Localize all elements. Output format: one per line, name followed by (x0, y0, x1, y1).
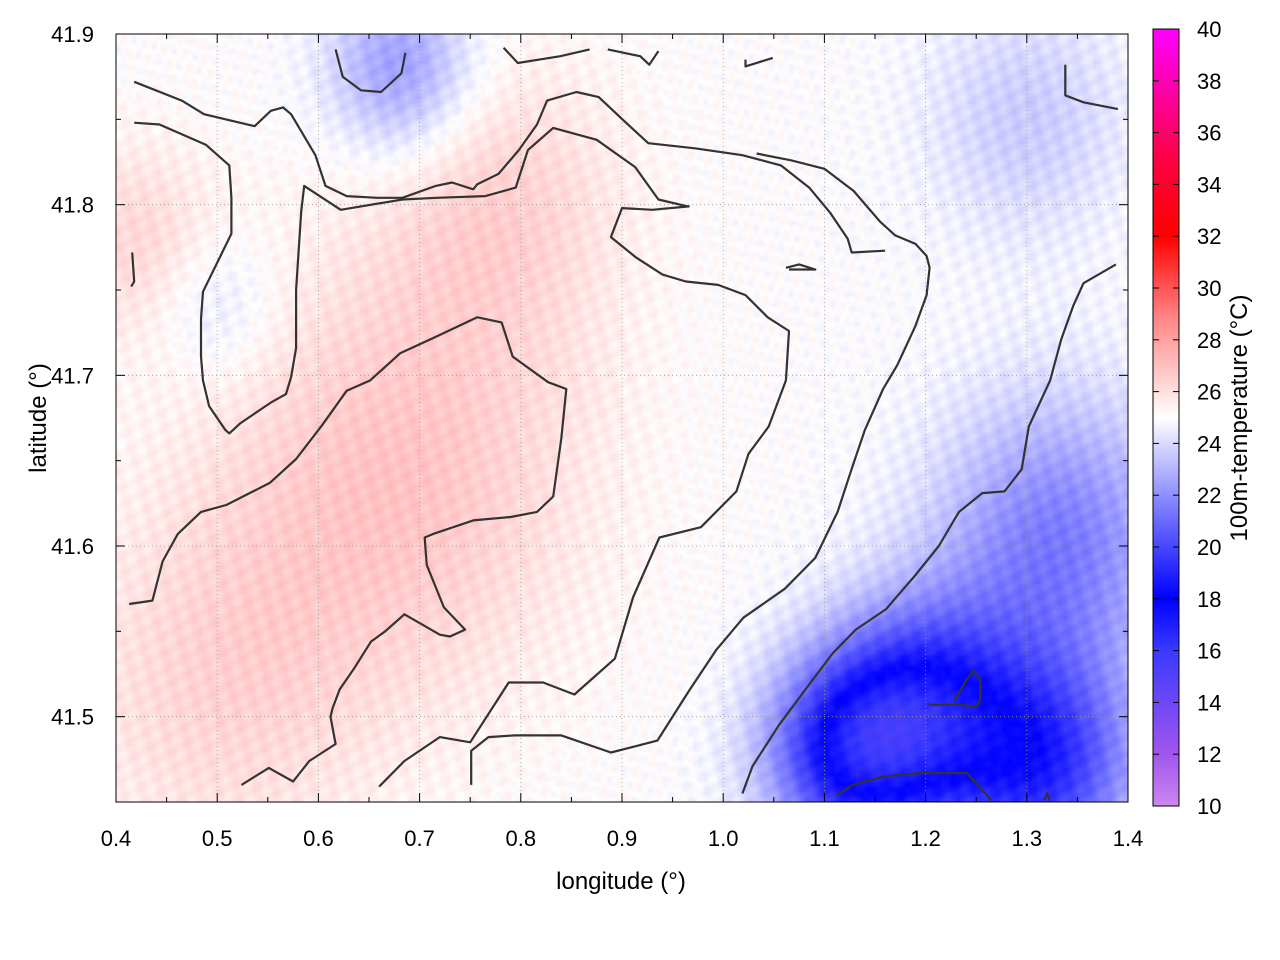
colorbar-tick-label: 38 (1197, 69, 1221, 94)
colorbar-tick-label: 40 (1197, 17, 1221, 42)
contour-line (133, 80, 886, 254)
colorbar-tick-label: 16 (1197, 639, 1221, 664)
colorbar-tick-label: 10 (1197, 794, 1221, 819)
y-tick-label: 41.9 (51, 22, 94, 47)
x-tick-label: 0.9 (607, 826, 638, 851)
colorbar: 10 12 14 16 18 20 22 24 26 28 30 32 34 36 38 40 100m-te… (1152, 17, 1253, 819)
contour-line (928, 669, 982, 708)
contour-line (129, 316, 568, 786)
y-tick-label: 41.5 (51, 705, 94, 730)
x-tick-label: 0.4 (101, 826, 132, 851)
grid-lines (116, 34, 1128, 802)
x-tick-label: 1.1 (809, 826, 840, 851)
contour-line (1064, 64, 1119, 111)
colorbar-ticks: 10 12 14 16 18 20 22 24 26 28 30 32 34 36 38 40 (1153, 17, 1221, 819)
x-tick-label: 1.4 (1113, 826, 1144, 851)
contour-line (134, 121, 791, 788)
colorbar-tick-label: 24 (1197, 431, 1221, 456)
colorbar-tick-label: 12 (1197, 742, 1221, 767)
colorbar-tick-label: 14 (1197, 690, 1221, 715)
y-tick-label: 41.8 (51, 193, 94, 218)
colorbar-frame (1152, 28, 1180, 807)
contour-lines (129, 46, 1119, 802)
y-tick-label: 41.6 (51, 534, 94, 559)
colorbar-tick-label: 20 (1197, 535, 1221, 560)
x-tick-label: 1.2 (910, 826, 941, 851)
contour-line (130, 252, 136, 288)
colorbar-tick-label: 34 (1197, 172, 1221, 197)
colorbar-tick-label: 28 (1197, 328, 1221, 353)
contour-line (1042, 792, 1052, 801)
colorbar-label: 100m-temperature (°C) (1226, 294, 1253, 541)
x-axis-label: longitude (°) (556, 868, 686, 895)
colorbar-tick-label: 22 (1197, 483, 1221, 508)
contour-line (607, 48, 660, 66)
x-tick-label: 1.0 (708, 826, 739, 851)
x-tick-label: 1.3 (1012, 826, 1043, 851)
heatmap-area (116, 34, 1128, 802)
contour-line (334, 49, 407, 94)
y-axis-label: latitude (°) (25, 363, 52, 473)
x-axis-ticks: 0.4 0.5 0.6 0.7 0.8 0.9 1.0 1.1 1.2 1.3 1.4 (101, 34, 1144, 851)
colorbar-tick-label: 36 (1197, 121, 1221, 146)
x-tick-label: 0.8 (506, 826, 537, 851)
colorbar-gradient (1153, 29, 1179, 806)
contour-line (741, 263, 1117, 794)
x-tick-label: 0.6 (303, 826, 334, 851)
contour-line (785, 263, 817, 271)
contour-line (835, 771, 993, 802)
colorbar-tick-label: 18 (1197, 587, 1221, 612)
y-tick-label: 41.7 (51, 363, 94, 388)
x-tick-label: 0.5 (202, 826, 233, 851)
colorbar-tick-label: 32 (1197, 224, 1221, 249)
colorbar-tick-label: 26 (1197, 380, 1221, 405)
contour-line (470, 152, 931, 785)
contour-line (744, 56, 774, 68)
contour-line (502, 46, 590, 65)
x-tick-label: 0.7 (404, 826, 435, 851)
colorbar-tick-label: 30 (1197, 276, 1221, 301)
y-axis-ticks: 41.5 41.6 41.7 41.8 41.9 (51, 22, 1128, 803)
